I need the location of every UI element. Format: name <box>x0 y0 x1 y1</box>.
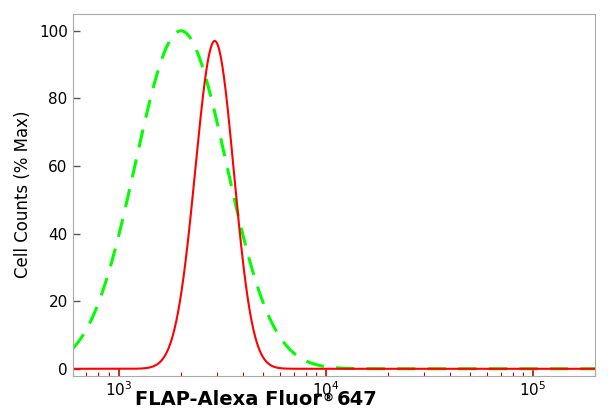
Text: 647: 647 <box>337 390 378 409</box>
Y-axis label: Cell Counts (% Max): Cell Counts (% Max) <box>14 111 32 278</box>
Text: ®: ® <box>322 393 333 403</box>
Text: FLAP-Alexa Fluor: FLAP-Alexa Fluor <box>135 390 322 409</box>
